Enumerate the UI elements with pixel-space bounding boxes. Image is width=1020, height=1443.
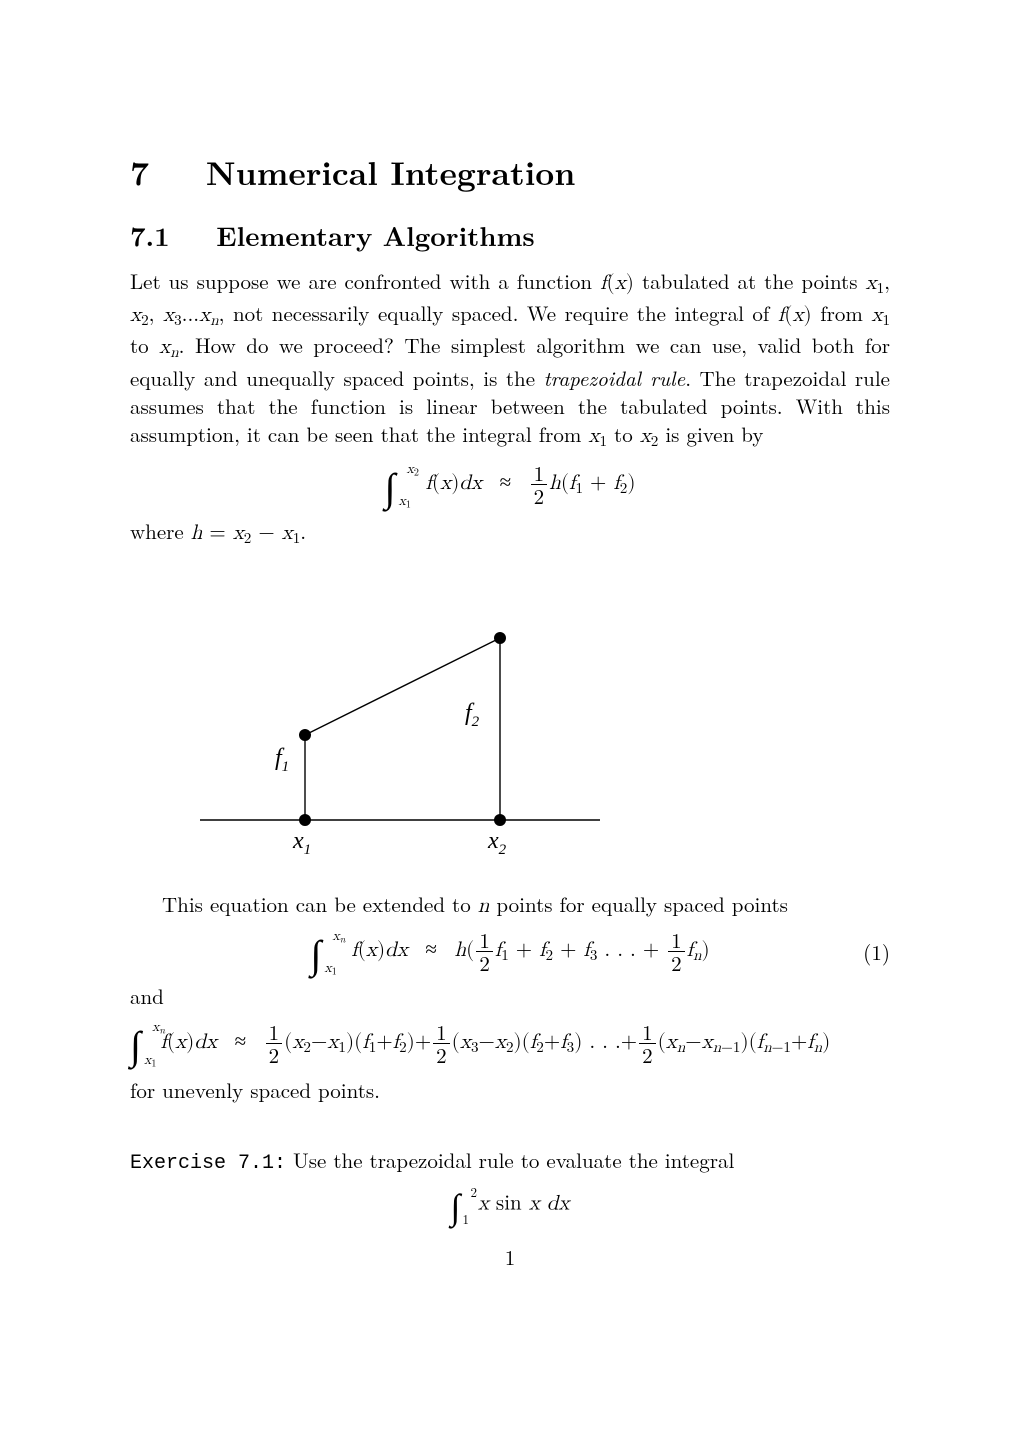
subsection-number: 7.1: [130, 215, 170, 254]
integrand: f(x)dx: [425, 473, 482, 494]
rhs2: f1 + f2 + f3 . . . +: [495, 940, 666, 961]
label-x1: x1: [292, 828, 311, 858]
section-number: 7: [130, 148, 149, 195]
equation-trapezoid-basic: ∫ x1 x2 f(x)dx ≈ 12h(f1 + f2): [130, 462, 890, 507]
int-glyph: ∫: [310, 923, 321, 980]
math-hdef: h = x2 − x1: [191, 523, 301, 544]
math-x1b: x1: [588, 426, 607, 447]
text: where: [130, 516, 191, 546]
half2: 12: [433, 1021, 450, 1066]
label-f1: f1: [275, 745, 289, 775]
text: points for equally spaced points: [489, 889, 788, 919]
trapezoid-figure: f1 f2 x1 x2: [190, 590, 890, 866]
math-n: n: [478, 896, 490, 917]
paragraph-intro: Let us suppose we are confronted with a …: [130, 267, 890, 452]
section-heading: 7 Numerical Integration: [130, 150, 890, 195]
page-number: 1: [130, 1243, 890, 1271]
int-glyph: ∫: [130, 1014, 141, 1071]
half: 12: [476, 929, 493, 974]
integral-sign: ∫ x1 x2: [385, 465, 396, 505]
math-fx: f(x): [600, 273, 634, 294]
eq1-body: ∫ x1 xn f(x)dx ≈ h(12f1 + f2 + f3 . . . …: [310, 929, 709, 974]
subsection-heading: 7.1 Elementary Algorithms: [130, 217, 890, 253]
approx: ≈: [425, 933, 437, 963]
exercise-line: Exercise 7.1: Use the trapezoidal rule t…: [130, 1146, 890, 1177]
approx-sign: ≈: [500, 466, 512, 496]
section-title: Numerical Integration: [206, 148, 575, 195]
text: to: [607, 419, 640, 449]
term1: (x2−x1)(f1+f2)+: [284, 1032, 431, 1053]
den: 2: [668, 951, 685, 974]
rhs3: fn): [687, 940, 710, 961]
exercise-label: Exercise 7.1:: [130, 1152, 286, 1175]
half3: 12: [639, 1021, 656, 1066]
figure-svg: f1 f2 x1 x2: [190, 590, 610, 860]
text: is given by: [658, 419, 763, 449]
text: to: [130, 330, 159, 360]
int-lower: x1: [324, 960, 336, 976]
text: tabulated at the points: [634, 266, 866, 296]
dot-x2: [494, 814, 506, 826]
math-fx2: f(x): [778, 305, 812, 326]
equation-exercise: ∫ 1 2 x sin x dx: [130, 1187, 890, 1223]
equation-number: (1): [863, 938, 890, 966]
term2: (x3−x2)(f2+f3) . . .+: [452, 1032, 637, 1053]
integrand: f(x)dx: [160, 1032, 217, 1053]
approx: ≈: [235, 1025, 247, 1055]
dot-x1: [299, 814, 311, 826]
one-half: 12: [531, 462, 548, 507]
den: 2: [531, 484, 548, 507]
den: 2: [476, 951, 493, 974]
math-x2b: x2: [640, 426, 659, 447]
math-xn: xn: [159, 337, 179, 358]
subsection-title: Elementary Algorithms: [216, 215, 534, 254]
den: 2: [639, 1043, 656, 1066]
text: .: [300, 516, 306, 546]
text: , not necessarily equally spaced. We req…: [219, 298, 778, 328]
int-lower: x1: [399, 493, 411, 509]
term3: (xn−xn−1)(fn−1+fn): [658, 1032, 831, 1053]
int-upper: xn: [152, 1019, 165, 1035]
den: 2: [266, 1043, 283, 1066]
and-line: and: [130, 982, 890, 1010]
int-lower: x1: [144, 1052, 156, 1068]
integral-sign: ∫ x1 xn: [310, 932, 321, 972]
dot-f2: [494, 632, 506, 644]
integral-sign: ∫ x1 xn: [130, 1023, 141, 1063]
uneven-text: for unevenly spaced points.: [130, 1076, 890, 1104]
rhs: h(: [454, 940, 474, 961]
trapezoidal-rule: trapezoidal rule: [544, 363, 686, 393]
int-upper: 2: [470, 1185, 477, 1198]
equation-1: ∫ x1 xn f(x)dx ≈ h(12f1 + f2 + f3 . . . …: [130, 929, 890, 974]
dot-f1: [299, 729, 311, 741]
int-upper: x2: [407, 461, 419, 477]
int-lower: 1: [462, 1212, 469, 1225]
text: This equation can be extended to: [162, 889, 478, 919]
where-line: where h = x2 − x1.: [130, 517, 890, 549]
den: 2: [433, 1043, 450, 1066]
int-glyph: ∫: [450, 1179, 460, 1230]
text: Let us suppose we are confronted with a …: [130, 266, 600, 296]
label-f2: f2: [465, 700, 480, 730]
int-upper: xn: [332, 928, 345, 944]
paragraph-extend: This equation can be extended to n point…: [130, 890, 890, 921]
integrand-xsinx: x sin x dx: [478, 1194, 570, 1215]
integral-sign: ∫ 1 2: [450, 1187, 460, 1223]
equation-uneven: ∫ x1 xn f(x)dx ≈ 12(x2−x1)(f1+f2)+12(x3−…: [130, 1021, 890, 1066]
integrand: f(x)dx: [351, 940, 408, 961]
math-x1: x1: [871, 305, 890, 326]
text: from: [812, 298, 872, 328]
label-x2: x2: [487, 828, 507, 858]
math-rhs: h(f1 + f2): [549, 473, 635, 494]
exercise-text: Use the trapezoidal rule to evaluate the…: [286, 1145, 734, 1175]
int-glyph: ∫: [385, 456, 396, 513]
half2: 12: [668, 929, 685, 974]
half: 12: [266, 1021, 283, 1066]
